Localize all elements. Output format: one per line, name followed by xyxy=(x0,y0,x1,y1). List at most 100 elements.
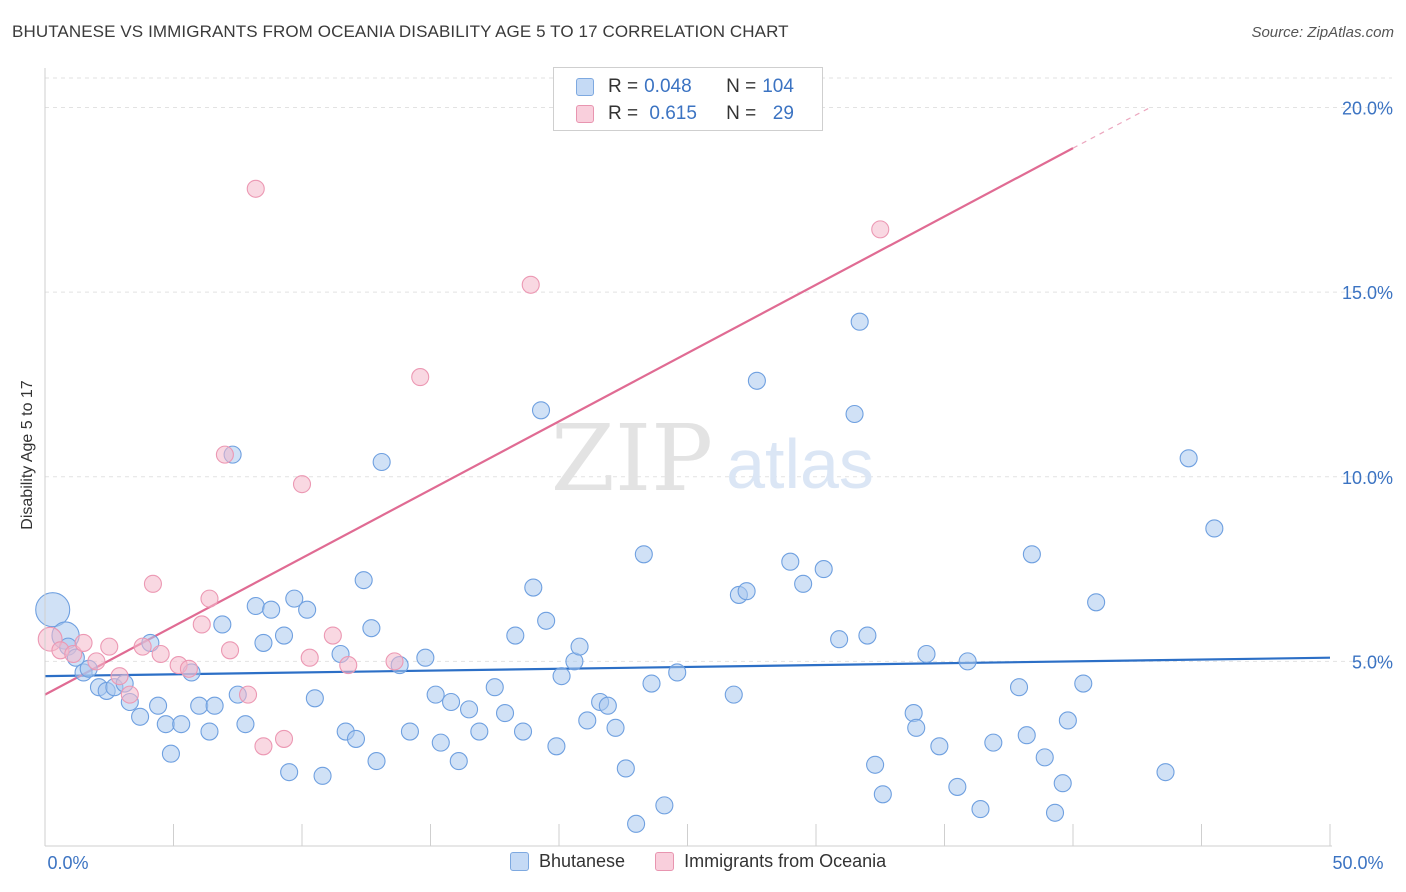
data-point xyxy=(907,718,926,737)
data-point xyxy=(262,600,281,619)
data-point xyxy=(547,737,566,756)
data-point xyxy=(814,560,833,579)
data-point xyxy=(346,729,366,748)
data-point xyxy=(917,644,936,664)
chart-title: BHUTANESE VS IMMIGRANTS FROM OCEANIA DIS… xyxy=(12,22,789,41)
data-point xyxy=(372,452,391,472)
data-point xyxy=(133,637,152,656)
data-point xyxy=(143,574,162,593)
data-point xyxy=(873,785,892,804)
data-point xyxy=(524,578,543,597)
data-point xyxy=(1035,748,1054,767)
data-point xyxy=(1045,803,1065,822)
data-point xyxy=(470,722,489,741)
data-point xyxy=(442,692,461,712)
x-tick-label: 50.0% xyxy=(1332,853,1383,873)
data-point xyxy=(238,685,258,704)
data-point xyxy=(292,475,312,494)
data-point xyxy=(120,685,139,704)
data-point xyxy=(411,368,430,387)
data-points xyxy=(35,179,1224,833)
data-point xyxy=(192,615,211,634)
data-point xyxy=(634,545,653,564)
data-point xyxy=(1017,726,1036,745)
y-tick-label: 20.0% xyxy=(1342,99,1393,119)
y-axis-label: Disability Age 5 to 17 xyxy=(19,380,36,530)
data-point xyxy=(1087,593,1106,612)
n-label: N = xyxy=(726,103,757,124)
data-point xyxy=(362,619,381,638)
data-point xyxy=(449,752,468,771)
legend-label: Bhutanese xyxy=(539,851,626,871)
data-point xyxy=(220,641,240,660)
data-point xyxy=(1009,678,1029,697)
data-point xyxy=(781,552,800,571)
data-point xyxy=(948,777,967,796)
data-point xyxy=(300,648,319,667)
data-point xyxy=(172,715,191,734)
data-point xyxy=(984,733,1003,752)
trend-line xyxy=(44,656,1331,678)
data-point xyxy=(274,626,294,645)
data-point xyxy=(1205,519,1224,538)
data-point xyxy=(285,589,304,608)
data-point xyxy=(305,689,324,708)
data-point xyxy=(323,626,342,645)
data-point xyxy=(64,644,83,664)
data-point xyxy=(904,704,923,723)
tick-labels: 5.0% 10.0% 15.0% 20.0% 0.0% 50.0% xyxy=(47,99,1393,873)
data-point xyxy=(205,696,224,715)
data-point xyxy=(1058,711,1077,730)
data-point xyxy=(570,637,589,656)
n-value: 104 xyxy=(762,76,794,97)
watermark: ZIP atlas xyxy=(551,405,874,512)
data-point xyxy=(161,744,180,763)
data-point xyxy=(1156,763,1175,782)
data-point xyxy=(871,220,890,239)
stats-legend-row-oceania: R = 0.615 N = 29 xyxy=(576,101,794,127)
r-label: R = xyxy=(608,76,639,97)
data-point xyxy=(958,652,977,671)
data-point xyxy=(400,722,419,741)
data-point xyxy=(149,696,168,715)
data-point xyxy=(200,589,219,608)
grid-lines xyxy=(45,77,1392,662)
legend-swatch-pink xyxy=(576,105,594,123)
data-point xyxy=(552,667,571,686)
series-bhutanese xyxy=(35,312,1224,833)
data-point xyxy=(431,733,450,752)
data-point xyxy=(215,445,234,464)
data-point xyxy=(578,711,597,730)
data-point xyxy=(627,814,646,833)
data-point xyxy=(930,737,949,756)
legend-item-bhutanese[interactable]: Bhutanese xyxy=(510,851,625,872)
data-point xyxy=(179,659,198,678)
data-point xyxy=(655,796,674,815)
data-point xyxy=(200,722,219,741)
source-label: Source: ZipAtlas.com xyxy=(1251,24,1394,41)
data-point xyxy=(339,656,358,675)
data-point xyxy=(280,763,299,782)
data-point xyxy=(866,755,885,774)
y-tick-label: 15.0% xyxy=(1342,283,1393,303)
data-point xyxy=(246,179,265,198)
data-point xyxy=(354,571,373,590)
data-point xyxy=(858,626,877,645)
data-point xyxy=(747,371,766,390)
data-point xyxy=(131,707,150,726)
data-point xyxy=(110,667,129,686)
data-point xyxy=(236,715,255,734)
data-point xyxy=(850,312,869,331)
data-point xyxy=(495,704,515,723)
data-point xyxy=(1179,449,1198,468)
data-point xyxy=(426,685,445,704)
data-point xyxy=(521,275,540,294)
trend-line xyxy=(44,147,1074,696)
data-point xyxy=(1074,674,1093,693)
legend-swatch-blue xyxy=(576,78,594,96)
legend-item-oceania[interactable]: Immigrants from Oceania xyxy=(655,851,886,872)
data-point xyxy=(151,644,170,664)
data-point xyxy=(74,633,93,652)
data-point xyxy=(845,404,864,424)
